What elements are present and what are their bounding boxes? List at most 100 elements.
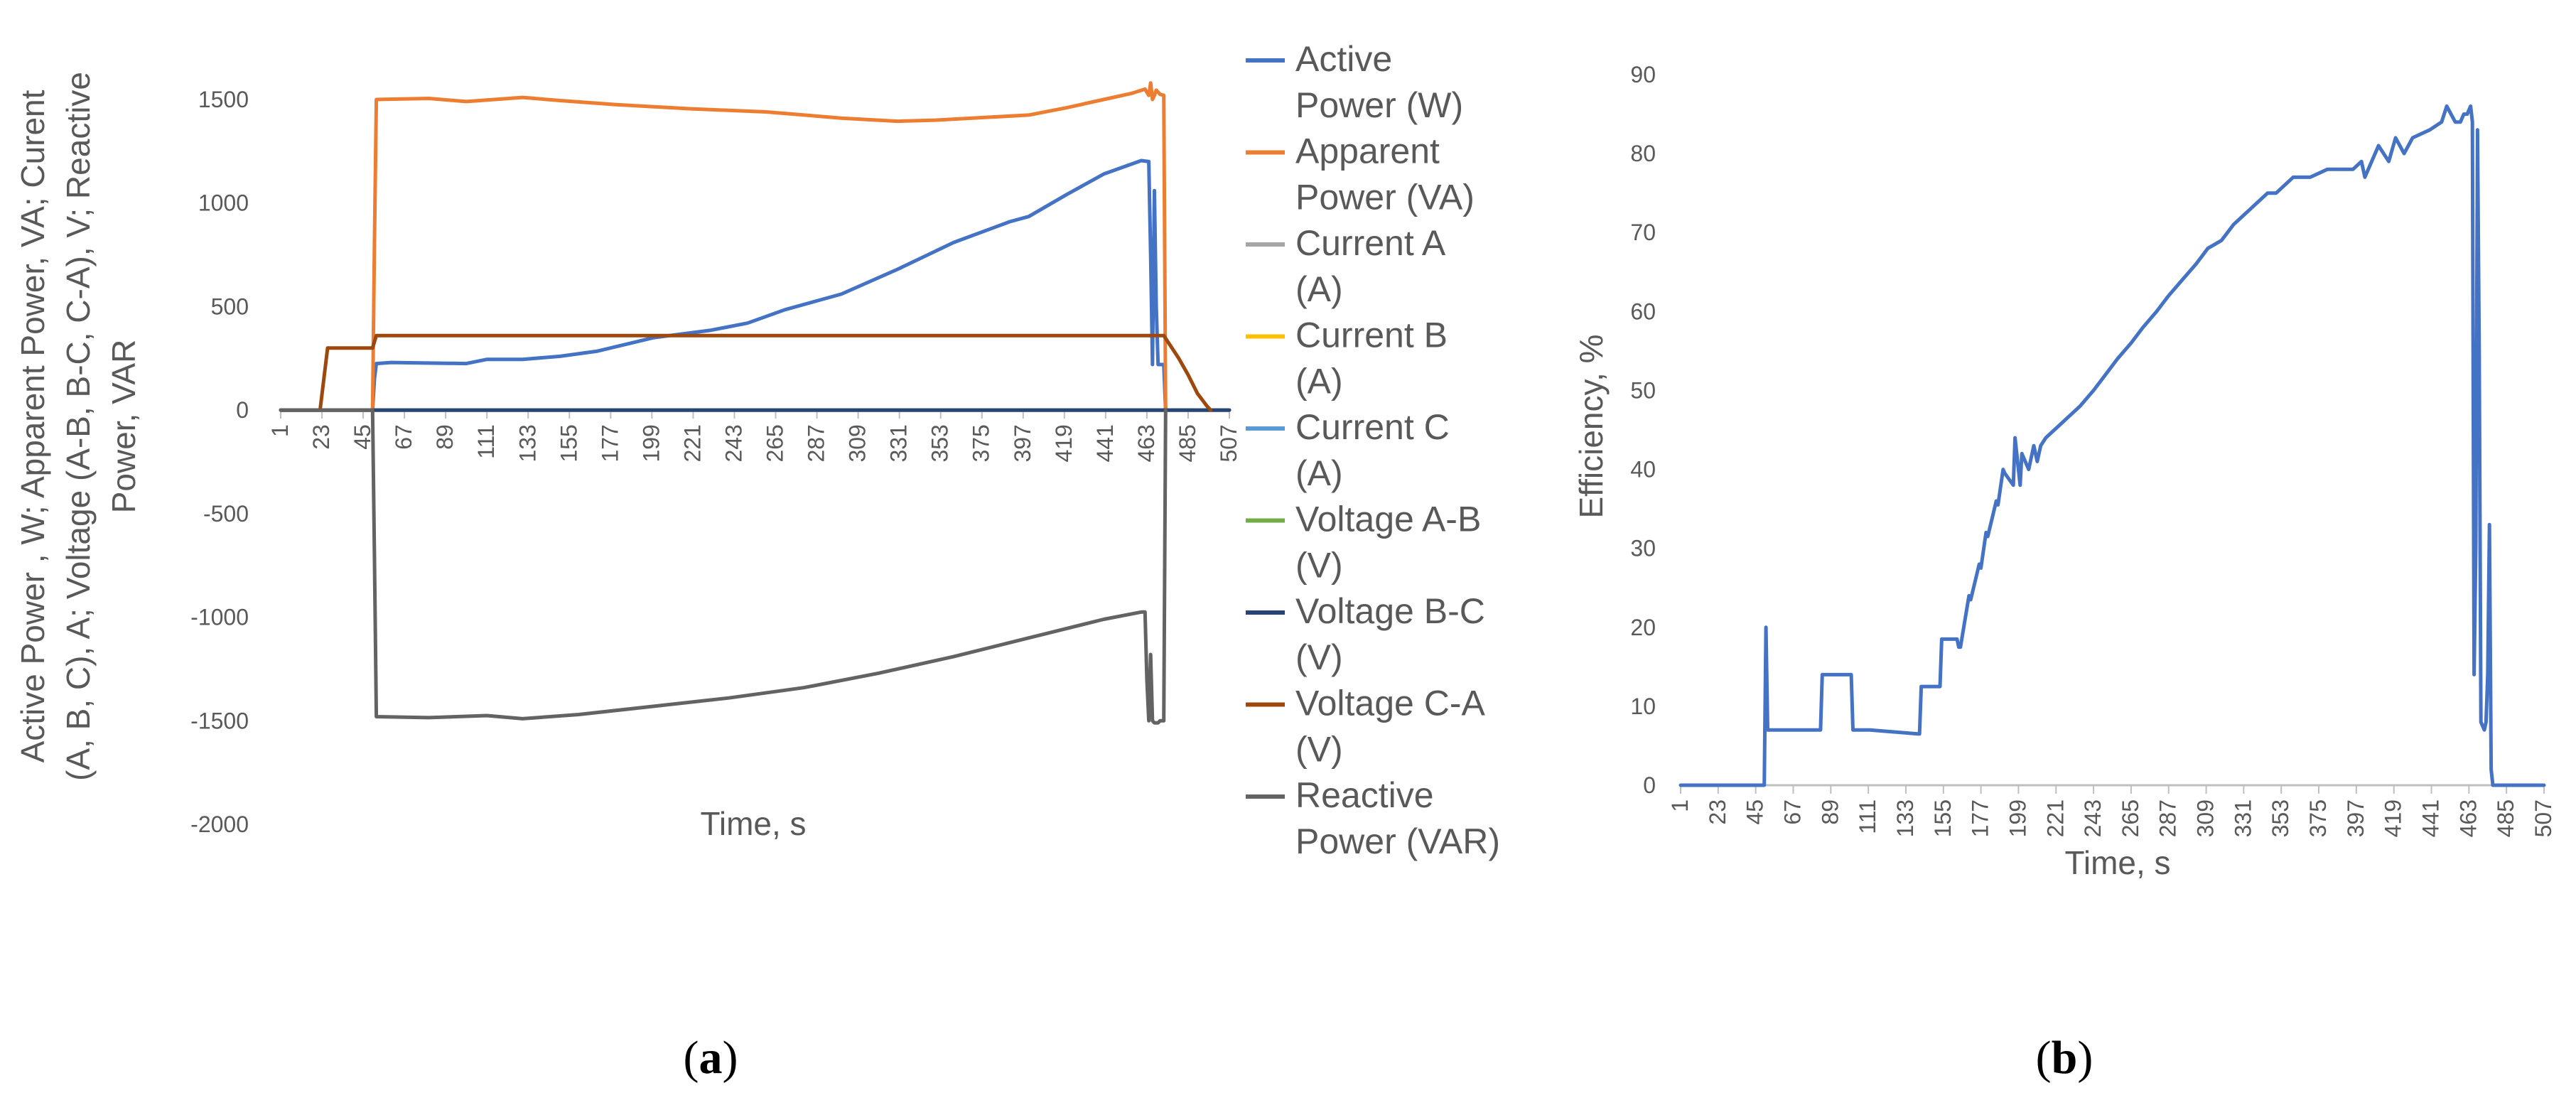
- legend-label-current-c-a: Current C: [1295, 407, 1450, 447]
- chart-a-x-tick-label: 221: [679, 424, 705, 462]
- chart-b-y-tick-label: 80: [1630, 141, 1656, 166]
- legend-label-current-a-a: (A): [1295, 269, 1343, 309]
- chart-a-x-tick-label: 419: [1051, 424, 1077, 462]
- chart-b-y-ticks: 90 80 70 60 50 40 30 20 10 0: [1630, 62, 1656, 798]
- chart-a-y-label-line-2: (A, B, C), A; Voltage (A-B, B-C, C-A), V…: [60, 72, 97, 781]
- chart-a-x-tick-label: 507: [1216, 424, 1241, 462]
- chart-b-x-tick-label: 419: [2381, 799, 2406, 837]
- series-active-power-w: [279, 158, 1168, 412]
- chart-a-x-tick-label: 463: [1133, 424, 1159, 462]
- chart-a-y-label-line-1: Active Power , W; Apparent Power, VA; Cu…: [14, 90, 51, 762]
- chart-b-x-label: Time, s: [2064, 844, 2170, 881]
- chart-b-x-tick-label: 133: [1892, 799, 1918, 837]
- chart-b-panel-letter: b: [2052, 1032, 2078, 1084]
- chart-b-y-tick-label: 10: [1630, 694, 1656, 719]
- chart-b-x-tick-label: 353: [2268, 799, 2293, 837]
- chart-b-x-tick-label: 397: [2343, 799, 2368, 837]
- chart-a-series: [279, 81, 1232, 725]
- chart-a-x-tick-label: 331: [886, 424, 912, 462]
- chart-a-y-tick-label: 1000: [198, 190, 249, 216]
- legend-label-apparent-power-va: Apparent: [1295, 131, 1440, 171]
- chart-b-series: [1678, 104, 2546, 787]
- legend-label-active-power-w: Power (W): [1295, 85, 1463, 125]
- chart-a-y-label-line-3: Power, VAR: [105, 340, 142, 514]
- chart-b-x-tick-label: 463: [2455, 799, 2481, 837]
- chart-b-y-tick-label: 30: [1630, 536, 1656, 561]
- chart-a-y-tick-label: -1500: [190, 708, 249, 733]
- chart-b-x-tick-label: 441: [2418, 799, 2444, 837]
- chart-a-x-tick-label: 375: [969, 424, 994, 462]
- legend-label-current-a-a: Current A: [1295, 223, 1446, 263]
- legend-label-reactive-power-var: Power (VAR): [1295, 821, 1500, 861]
- chart-b-x-tick-label: 177: [1968, 799, 1993, 837]
- chart-b-x-tick-label: 111: [1855, 799, 1880, 834]
- chart-a-legend: Active Power (W) Apparent Power (VA) Current…: [1246, 39, 1500, 861]
- chart-b-x-tick-label: 265: [2118, 799, 2143, 837]
- chart-a-y-tick-label: -1000: [190, 605, 249, 630]
- chart-a-y-tick-label: 1500: [198, 87, 249, 112]
- chart-a-x-tick-label: 177: [597, 424, 623, 462]
- chart-a-y-ticks: 1500 1000 500 0 -500 -1000 -1500 -2000: [190, 87, 249, 837]
- chart-b-y-label: Efficiency, %: [1573, 334, 1610, 518]
- chart-b-x-tick-label: 243: [2080, 799, 2106, 837]
- chart-a-x-label: Time, s: [700, 805, 806, 842]
- chart-b-x-tick-label: 155: [1930, 799, 1956, 837]
- series-voltage-c-a-v: [279, 333, 1213, 412]
- chart-b-x-tick-label: 221: [2042, 799, 2068, 837]
- chart-b-y-tick-label: 0: [1643, 772, 1656, 798]
- chart-a-x-tick-label: 353: [927, 424, 953, 462]
- series-apparent-power-va: [279, 81, 1168, 412]
- chart-b-x-ticks: 1 23 45 67 89 111 133 155 177 199 221 243 265 287 309 3…: [1667, 785, 2556, 837]
- chart-a-x-tick-label: 199: [638, 424, 664, 462]
- chart-b-panel-label: (b): [2036, 1032, 2093, 1084]
- chart-a-x-tick-label: 1: [267, 424, 293, 437]
- chart-a: 1500 1000 500 0 -500 -1000 -1500 -2000 1 23 45 67 8…: [14, 39, 1500, 1084]
- chart-a-y-tick-label: -500: [203, 501, 249, 527]
- chart-a-x-tick-label: 265: [762, 424, 788, 462]
- chart-b-y-tick-label: 70: [1630, 220, 1656, 245]
- chart-b-x-tick-label: 287: [2155, 799, 2181, 837]
- chart-b-x-tick-label: 67: [1779, 799, 1805, 825]
- legend-label-current-b-a: Current B: [1295, 316, 1448, 355]
- chart-a-x-tick-label: 485: [1175, 424, 1200, 462]
- chart-a-x-tick-label: 45: [350, 424, 375, 450]
- chart-a-x-tick-label: 155: [556, 424, 581, 462]
- legend-label-voltage-a-b-v: Voltage A-B: [1295, 500, 1481, 539]
- chart-b-y-tick-label: 40: [1630, 457, 1656, 483]
- chart-b-y-tick-label: 20: [1630, 615, 1656, 640]
- chart-a-x-tick-label: 243: [721, 424, 746, 462]
- series-reactive-power-var: [279, 408, 1168, 725]
- chart-b-y-tick-label: 50: [1630, 377, 1656, 403]
- chart-b-x-tick-label: 45: [1742, 799, 1768, 825]
- legend-label-active-power-w: Active: [1295, 39, 1392, 79]
- legend-label-current-b-a: (A): [1295, 362, 1343, 401]
- chart-b-y-tick-label: 90: [1630, 62, 1656, 87]
- chart-a-x-ticks: 1 23 45 67 89 111 133 155 177 199 221 243 265 287 309 3…: [267, 410, 1241, 463]
- chart-a-x-tick-label: 67: [391, 424, 416, 450]
- chart-b-x-tick-label: 199: [2005, 799, 2030, 837]
- chart-a-x-tick-label: 133: [514, 424, 540, 462]
- series-efficiency: [1678, 104, 2546, 787]
- chart-a-y-tick-label: 0: [236, 397, 249, 423]
- chart-a-x-tick-label: 397: [1010, 424, 1035, 462]
- chart-b-x-tick-label: 89: [1817, 799, 1843, 825]
- chart-a-panel-label: (a): [684, 1032, 738, 1084]
- chart-b-y-tick-label: 60: [1630, 298, 1656, 324]
- chart-a-x-tick-label: 111: [473, 424, 499, 459]
- chart-b-x-tick-label: 23: [1705, 799, 1730, 825]
- chart-a-x-tick-label: 23: [308, 424, 334, 450]
- chart-b-x-tick-label: 1: [1667, 799, 1693, 812]
- legend-label-current-c-a: (A): [1295, 453, 1343, 493]
- chart-a-y-tick-label: -2000: [190, 812, 249, 837]
- chart-a-x-tick-label: 89: [432, 424, 458, 450]
- chart-a-panel-letter: a: [699, 1032, 723, 1084]
- chart-b-x-tick-label: 507: [2531, 799, 2556, 837]
- legend-label-voltage-b-c-v: (V): [1295, 637, 1343, 677]
- legend-label-voltage-c-a-v: (V): [1295, 730, 1343, 770]
- chart-a-x-tick-label: 309: [845, 424, 871, 462]
- chart-b-x-tick-label: 331: [2230, 799, 2256, 837]
- chart-b-x-tick-label: 485: [2493, 799, 2518, 837]
- chart-a-x-tick-label: 441: [1092, 424, 1118, 462]
- legend-label-reactive-power-var: Reactive: [1295, 775, 1434, 815]
- chart-b: 90 80 70 60 50 40 30 20 10 0 1 23 45 67 89 111 133 155 17…: [1573, 62, 2556, 1084]
